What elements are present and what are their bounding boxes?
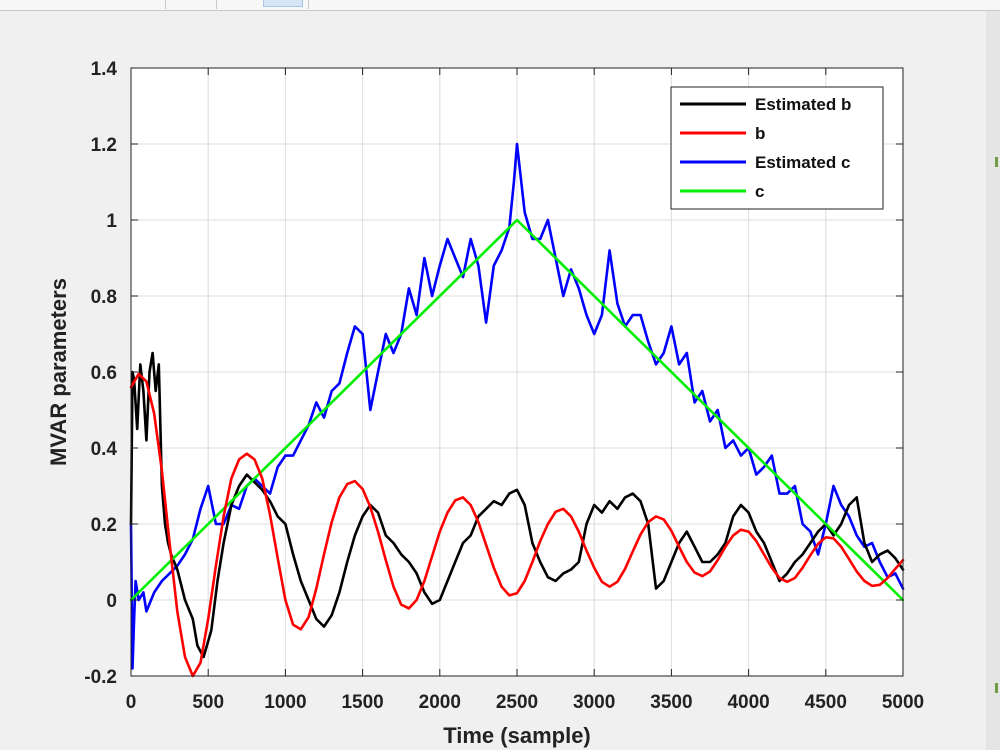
x-tick-label: 4000 (727, 692, 769, 713)
y-tick-label: 1.2 (91, 135, 117, 156)
x-tick-label: 2000 (419, 692, 461, 713)
legend-entry: c (755, 182, 764, 201)
legend-entry: b (755, 124, 765, 143)
y-tick-label: 1.4 (91, 59, 118, 80)
legend-entry: Estimated b (755, 95, 851, 114)
y-tick-label: 0.2 (91, 515, 117, 536)
y-tick-label: 0 (106, 591, 117, 612)
y-axis-label: MVAR parameters (46, 278, 71, 466)
panel-marker (995, 157, 998, 167)
series-line-estimated-c (129, 142, 905, 670)
x-axis-label: Time (sample) (443, 723, 591, 748)
x-tick-label: 4500 (805, 692, 847, 713)
tab[interactable] (0, 0, 166, 9)
tab[interactable] (166, 0, 217, 9)
side-panel-edge (985, 11, 1000, 750)
x-tick-label: 1000 (264, 692, 306, 713)
series-line-estimated-b (129, 351, 905, 659)
y-tick-label: 0.4 (91, 439, 118, 460)
x-tick-label: 5000 (882, 692, 924, 713)
tab-active[interactable] (263, 0, 303, 7)
series-lines (129, 142, 905, 678)
x-tick-label: 3500 (650, 692, 692, 713)
window-tabbar (0, 0, 1000, 11)
x-tick-label: 3000 (573, 692, 615, 713)
y-tick-label: -0.2 (84, 667, 117, 688)
x-tick-label: 500 (192, 692, 224, 713)
x-tick-label: 1500 (341, 692, 383, 713)
legend[interactable]: Estimated b b Estimated c c (670, 86, 884, 210)
legend-box (670, 86, 884, 210)
series-line-b (129, 372, 905, 678)
y-tick-label: 1 (106, 211, 117, 232)
x-tick-label: 2500 (496, 692, 538, 713)
y-tick-label: 0.6 (91, 363, 117, 384)
tab[interactable] (302, 0, 309, 9)
x-tick-label: 0 (126, 692, 137, 713)
tick-labels: 0 500 1000 1500 2000 2500 3000 3500 4000 4500 5000… (84, 59, 924, 713)
panel-marker (995, 683, 998, 693)
y-tick-label: 0.8 (91, 287, 117, 308)
legend-entry: Estimated c (755, 153, 850, 172)
